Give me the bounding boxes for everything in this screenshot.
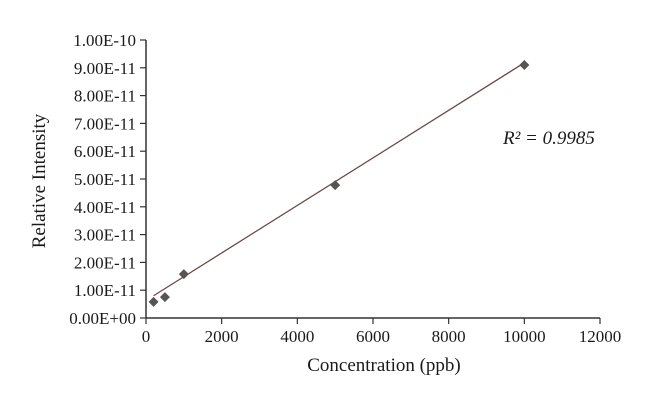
x-tick-label: 6000 [356,327,390,346]
y-tick-label: 3.00E-11 [74,226,136,245]
y-tick-label: 5.00E-11 [74,170,136,189]
data-point [519,60,530,71]
x-axis-title: Concentration (ppb) [307,355,461,376]
y-tick-label: 2.00E-11 [74,253,136,272]
data-point [330,180,341,191]
y-tick-group: 0.00E+00 1.00E-11 2.00E-11 3.00E-11 4.00E-11… [69,31,146,328]
x-tick-label: 4000 [280,327,314,346]
data-point [148,296,159,307]
x-tick-label: 8000 [432,327,466,346]
y-tick-label: 8.00E-11 [74,87,136,106]
y-tick-label: 9.00E-11 [74,59,136,78]
data-point [159,292,170,303]
linear-trendline [153,62,525,297]
x-tick-label: 2000 [205,327,239,346]
x-tick-label: 0 [142,327,151,346]
x-tick-label: 12000 [579,327,622,346]
y-tick-label: 7.00E-11 [74,114,136,133]
trendline-group [153,62,525,297]
y-axis-title: Relative Intensity [29,113,50,248]
y-tick-label: 1.00E-11 [74,281,136,300]
data-points-group [148,60,530,307]
y-tick-label: 1.00E-10 [73,31,136,50]
y-tick-label: 4.00E-11 [74,198,136,217]
x-tick-label: 10000 [503,327,546,346]
x-tick-group: 0 2000 4000 6000 8000 10000 12000 [142,318,622,346]
y-tick-label: 0.00E+00 [69,309,136,328]
y-tick-label: 6.00E-11 [74,142,136,161]
data-point [178,269,189,280]
r-squared-annotation: R² = 0.9985 [502,128,595,149]
